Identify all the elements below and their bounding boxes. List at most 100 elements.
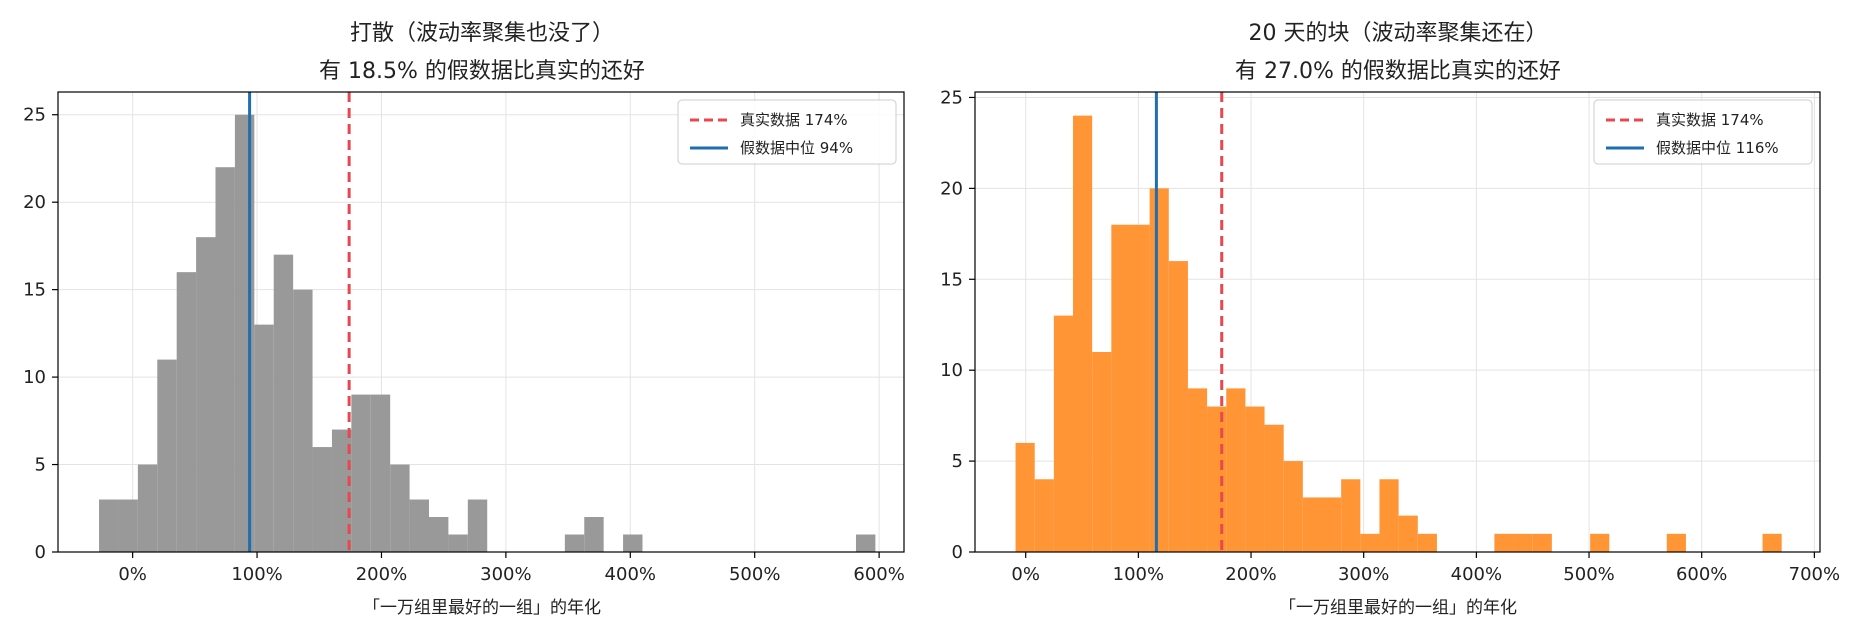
histogram-bar [1053, 315, 1074, 552]
histogram-bar [623, 534, 643, 552]
histogram-bar [312, 447, 332, 552]
histogram-bar [448, 534, 468, 552]
histogram-bar [1226, 388, 1246, 552]
histogram-bar [428, 517, 449, 552]
plot-frame [974, 91, 1821, 553]
legend-box [677, 99, 897, 165]
x-axis-label: 「一万组里最好的一组」的年化 [363, 598, 601, 618]
legend-box [1593, 99, 1813, 165]
x-tick-label: 400% [1451, 564, 1502, 585]
y-tick-label: 25 [940, 87, 963, 108]
histogram-bar [1015, 442, 1035, 552]
histogram-bar [1283, 461, 1303, 552]
chart-panel-left: 打散（波动率聚集也没了） 有 18.5% 的假数据比真实的还好 「一万组里最好的… [23, 21, 905, 618]
histogram-bar [331, 429, 352, 552]
histogram-bar [1494, 533, 1514, 552]
histogram-bar [1111, 224, 1131, 552]
histogram-bar [390, 464, 410, 552]
histogram-bar [1264, 424, 1284, 552]
x-tick-label: 200% [1225, 564, 1276, 585]
histogram-bar [1762, 533, 1782, 552]
histogram-bar [1417, 533, 1437, 552]
histogram-bar [1322, 497, 1342, 552]
x-tick-label: 500% [729, 564, 780, 585]
y-tick-label: 0 [952, 542, 963, 563]
histogram-bar [855, 534, 876, 552]
x-tick-label: 0% [118, 564, 147, 585]
x-tick-label: 200% [356, 564, 407, 585]
legend-label: 真实数据 174% [740, 111, 848, 129]
histogram-bar [273, 254, 294, 552]
histogram-bar [1666, 533, 1686, 552]
x-tick-label: 300% [480, 564, 531, 585]
histogram-bar [1341, 479, 1361, 552]
histogram-bar [584, 517, 604, 552]
histogram-bar [1532, 533, 1552, 552]
histogram-bar [254, 324, 274, 552]
x-tick-label: 100% [231, 564, 282, 585]
histogram-bar [293, 289, 313, 552]
x-tick-label: 400% [605, 564, 656, 585]
histogram-bar [1360, 533, 1380, 552]
x-tick-label: 500% [1563, 564, 1614, 585]
y-tick-label: 15 [23, 280, 46, 301]
y-tick-label: 15 [940, 269, 963, 290]
legend: 真实数据 174% 假数据中位 94% [677, 99, 897, 165]
y-tick-label: 10 [23, 367, 46, 388]
histogram-bar [137, 464, 158, 552]
histogram-bar [234, 114, 255, 552]
histogram-bar [1513, 533, 1533, 552]
legend-label: 假数据中位 94% [740, 139, 853, 157]
y-tick-label: 5 [35, 455, 46, 476]
histogram-bar [1130, 224, 1150, 552]
histogram-bar [370, 394, 391, 552]
histogram-bar [99, 499, 119, 552]
histogram-bar [1245, 406, 1265, 552]
histogram-bar [157, 359, 177, 552]
histogram-bar [409, 499, 429, 552]
histogram-bar [1034, 479, 1054, 552]
y-tick-label: 5 [952, 451, 963, 472]
y-tick-label: 20 [940, 178, 963, 199]
y-tick-label: 10 [940, 360, 963, 381]
histogram-bars [1015, 115, 1782, 553]
histogram-bar [1398, 515, 1418, 552]
histogram-bar [564, 534, 585, 552]
legend: 真实数据 174% 假数据中位 116% [1593, 99, 1813, 165]
histogram-bar [215, 167, 235, 553]
x-tick-label: 0% [1011, 564, 1040, 585]
plot-frame [57, 91, 905, 553]
histogram-bar [176, 272, 197, 552]
histogram-bar [118, 499, 138, 552]
histogram-bar [196, 237, 216, 553]
x-tick-label: 100% [1113, 564, 1164, 585]
histogram-bars [99, 114, 876, 553]
histogram-bar [1207, 406, 1227, 552]
histogram-bar [1168, 261, 1188, 552]
grid [975, 92, 1820, 553]
chart-title-line-2: 有 18.5% 的假数据比真实的还好 [319, 59, 645, 84]
chart-title-line-1: 20 天的块（波动率聚集还在） [1249, 21, 1548, 46]
chart-panel-right: 20 天的块（波动率聚集还在） 有 27.0% 的假数据比真实的还好 「一万组里… [940, 21, 1840, 618]
chart-title-line-2: 有 27.0% 的假数据比真实的还好 [1235, 59, 1561, 84]
histogram-bar [467, 499, 488, 552]
legend-label: 真实数据 174% [1656, 111, 1764, 129]
y-tick-label: 20 [23, 192, 46, 213]
y-tick-label: 25 [23, 105, 46, 126]
histogram-bar [1187, 388, 1208, 552]
histogram-bar [1092, 352, 1112, 552]
histogram-bar [1073, 115, 1093, 553]
x-tick-label: 300% [1338, 564, 1389, 585]
histogram-bar [1149, 188, 1169, 552]
histogram-bar [1379, 479, 1399, 552]
x-axis-label: 「一万组里最好的一组」的年化 [1279, 598, 1517, 618]
histogram-bar [351, 394, 371, 552]
chart-title-line-1: 打散（波动率聚集也没了） [350, 21, 614, 46]
histogram-bar [1302, 497, 1323, 552]
legend-label: 假数据中位 116% [1656, 139, 1779, 157]
x-tick-label: 600% [1676, 564, 1727, 585]
y-tick-label: 0 [35, 542, 46, 563]
x-tick-label: 600% [853, 564, 904, 585]
histogram-bar [1590, 533, 1610, 552]
